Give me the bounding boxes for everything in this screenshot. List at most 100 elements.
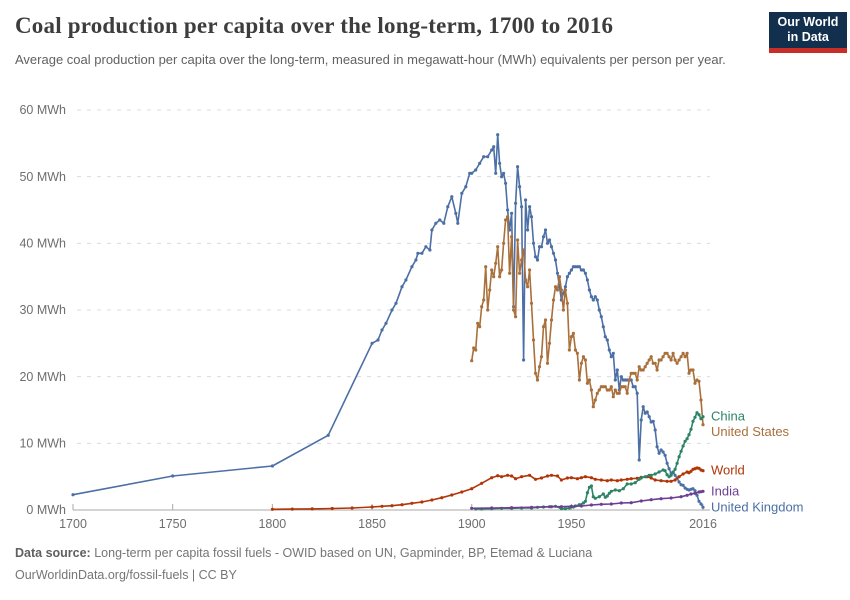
data-point [669, 358, 673, 362]
data-point [663, 453, 667, 457]
data-point [633, 371, 637, 375]
data-source-label: Data source: [15, 546, 91, 560]
data-point [549, 473, 554, 477]
data-point [394, 301, 398, 305]
data-point [605, 479, 609, 483]
data-point [569, 335, 574, 339]
data-point [613, 378, 617, 382]
data-point [510, 506, 514, 510]
data-point [522, 248, 526, 252]
chart-line-china [474, 411, 704, 510]
data-point [607, 388, 611, 392]
data-point [557, 275, 562, 279]
data-point [551, 251, 556, 255]
data-point [504, 181, 508, 185]
data-point [655, 445, 659, 449]
data-point [446, 205, 450, 209]
data-point [528, 473, 532, 477]
data-point [673, 473, 677, 477]
data-point [420, 500, 424, 504]
data-point [171, 474, 175, 478]
data-point [490, 476, 494, 480]
data-point [679, 495, 683, 499]
data-point [681, 444, 685, 448]
owid-logo: Our World in Data [769, 12, 847, 53]
data-point [677, 358, 681, 362]
data-point [518, 185, 522, 189]
data-point [492, 275, 496, 279]
data-point [583, 271, 588, 275]
data-point [575, 351, 580, 355]
data-point [693, 381, 697, 385]
license-line: OurWorldinData.org/fossil-fuels | CC BY [15, 568, 237, 582]
data-point [637, 458, 641, 462]
data-point [647, 358, 651, 362]
data-point [699, 398, 703, 402]
data-point [641, 368, 645, 372]
x-axis-tick-label: 2016 [689, 517, 717, 531]
data-point [639, 476, 643, 480]
data-point [533, 371, 538, 375]
data-point [478, 325, 482, 329]
owid-logo-accent-bar [769, 48, 847, 53]
data-point [701, 415, 705, 419]
data-point [627, 378, 631, 382]
x-axis-tick-label: 1950 [558, 517, 586, 531]
data-point [486, 155, 490, 159]
data-point [380, 328, 384, 332]
data-point [595, 298, 599, 302]
data-point [693, 489, 697, 493]
data-point [649, 355, 653, 359]
data-point [553, 285, 558, 289]
series-label-india: India [711, 483, 740, 498]
data-point [470, 359, 474, 363]
data-point [484, 265, 488, 269]
data-point [589, 388, 594, 392]
data-point [655, 368, 659, 372]
data-point [430, 228, 434, 232]
data-point [619, 375, 623, 379]
data-point [526, 285, 530, 289]
data-point [615, 368, 619, 372]
data-point [416, 251, 420, 255]
data-point [440, 496, 444, 500]
data-point [577, 378, 582, 382]
data-point [545, 241, 550, 245]
data-point [651, 419, 655, 423]
data-point [565, 476, 570, 480]
data-point [593, 398, 597, 402]
data-point [438, 218, 442, 222]
data-point [537, 365, 542, 369]
data-point [571, 331, 576, 335]
data-point [370, 341, 374, 345]
data-point [609, 478, 613, 482]
data-point [504, 218, 508, 222]
data-point [607, 491, 611, 495]
data-point [653, 472, 657, 476]
data-point [649, 473, 653, 477]
data-point [529, 505, 534, 509]
data-point [502, 241, 506, 245]
data-point [555, 271, 560, 275]
data-point [669, 479, 673, 483]
data-point [653, 478, 657, 482]
data-point [609, 489, 613, 493]
data-point [531, 338, 536, 342]
data-point [561, 308, 566, 312]
data-point [621, 487, 625, 491]
data-point [597, 495, 601, 499]
data-point [524, 198, 528, 202]
data-point [414, 258, 418, 262]
data-point [470, 487, 474, 491]
data-point [635, 391, 639, 395]
data-point [511, 308, 516, 312]
data-point [541, 325, 546, 329]
data-point [490, 148, 494, 152]
data-point [639, 499, 643, 503]
data-point [535, 378, 540, 382]
data-point [539, 355, 544, 359]
data-point [498, 161, 502, 165]
data-point [559, 288, 564, 292]
data-point [476, 321, 480, 325]
data-point [488, 288, 492, 292]
